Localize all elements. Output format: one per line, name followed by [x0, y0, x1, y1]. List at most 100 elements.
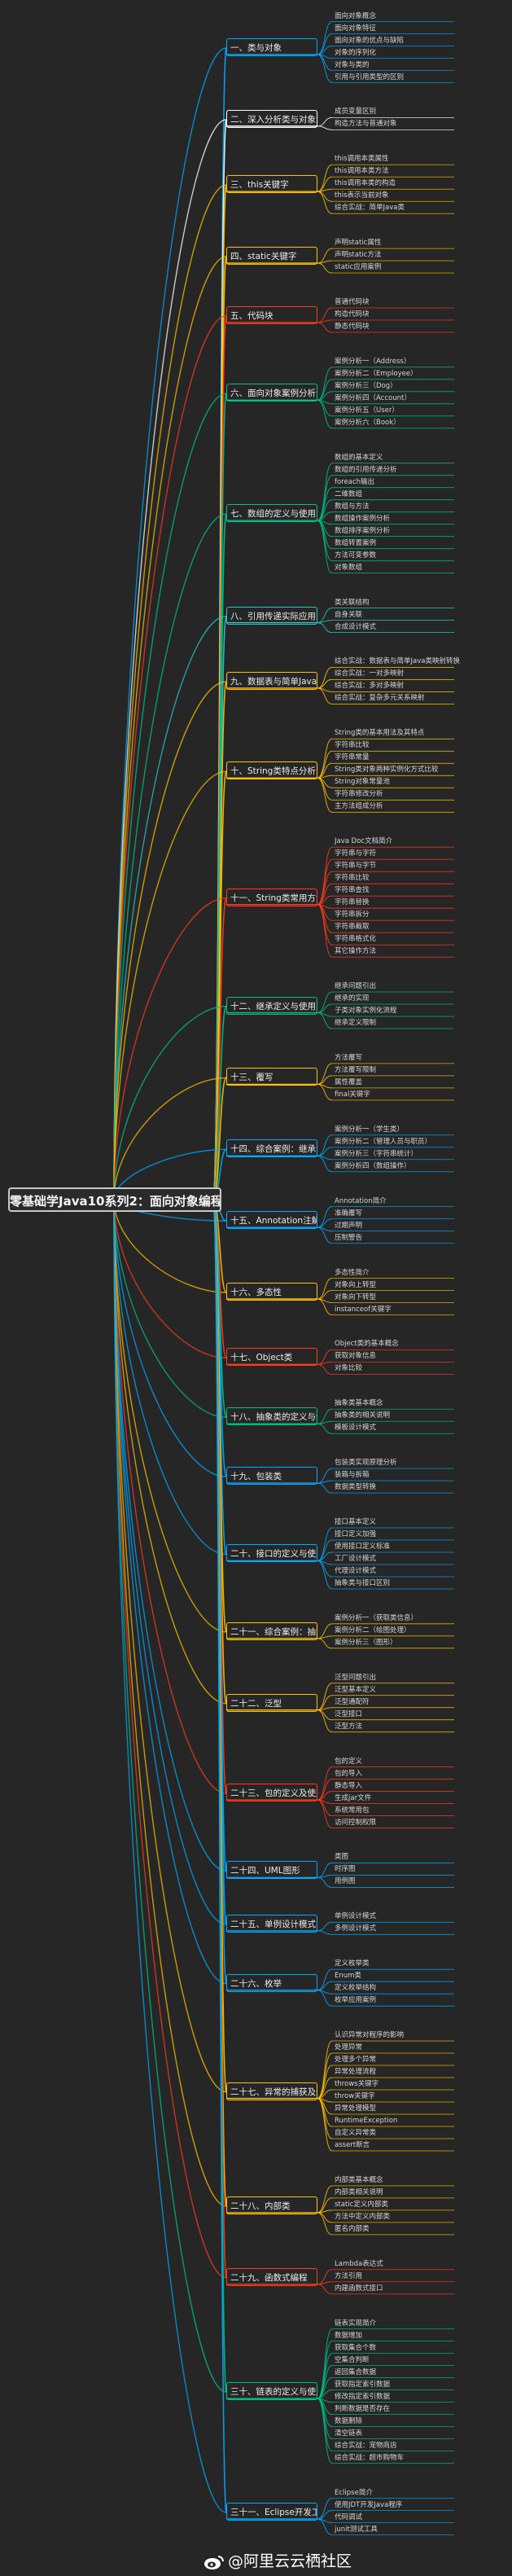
topic-node[interactable]: 二十、接口的定义与使用 [226, 1544, 317, 1563]
leaf-node[interactable]: 内部类相关说明 [335, 2188, 383, 2196]
leaf-node[interactable]: this调用本类的构造 [335, 179, 396, 188]
leaf-node[interactable]: static应用案例 [335, 263, 382, 272]
leaf-node[interactable]: String对象常量池 [335, 778, 390, 787]
leaf-node[interactable]: 代理设计模式 [335, 1566, 377, 1575]
topic-node[interactable]: 十八、抽象类的定义与使用 [226, 1407, 317, 1426]
leaf-node[interactable]: 综合实战：复杂多元关系映射 [335, 694, 425, 703]
leaf-node[interactable]: Java Doc文档简介 [335, 837, 393, 846]
leaf-node[interactable]: 访问控制权限 [335, 1818, 377, 1827]
leaf-node[interactable]: 字符串与字符 [335, 849, 377, 858]
leaf-node[interactable]: 声明static属性 [335, 239, 382, 248]
leaf-node[interactable]: this调用本类属性 [335, 155, 389, 164]
leaf-node[interactable]: 继承定义限制 [335, 1019, 377, 1028]
leaf-node[interactable]: 面向对象的优点与缺陷 [335, 36, 405, 45]
leaf-node[interactable]: 继承问题引出 [335, 982, 377, 991]
leaf-node[interactable]: 综合实战：宠物商店 [335, 2441, 397, 2450]
topic-node[interactable]: 十一、String类常用方法 [226, 888, 317, 906]
leaf-node[interactable]: 包装类实现原理分析 [335, 1459, 397, 1468]
leaf-node[interactable]: 面向对象概念 [335, 11, 377, 20]
leaf-node[interactable]: 数据类型转换 [335, 1483, 377, 1492]
leaf-node[interactable]: foreach输出 [335, 477, 374, 486]
leaf-node[interactable]: 多态性简介 [335, 1268, 370, 1277]
leaf-node[interactable]: 枚举应用案例 [335, 1996, 377, 2005]
leaf-node[interactable]: 主方法组成分析 [335, 802, 383, 811]
leaf-node[interactable]: 引用与引用类型的区别 [335, 72, 405, 81]
root-topic[interactable]: 零基础学Java10系列2：面向对象编程 [8, 1187, 221, 1212]
leaf-node[interactable]: 数组的引用传递分析 [335, 465, 397, 474]
leaf-node[interactable]: 接口定义加强 [335, 1529, 377, 1538]
leaf-node[interactable]: 判断数据是否存在 [335, 2404, 391, 2413]
leaf-node[interactable]: 静态代码块 [335, 322, 370, 331]
leaf-node[interactable]: 综合实战：多对多映射 [335, 682, 405, 691]
leaf-node[interactable]: this表示当前对象 [335, 191, 389, 200]
topic-node[interactable]: 十七、Object类 [226, 1348, 317, 1367]
leaf-node[interactable]: static定义内部类 [335, 2200, 388, 2209]
topic-node[interactable]: 二十七、异常的捕获及处理 [226, 2082, 317, 2100]
leaf-node[interactable]: 成员变量区别 [335, 108, 377, 116]
leaf-node[interactable]: 案例分析六（Book） [335, 418, 400, 427]
topic-node[interactable]: 一、类与对象 [226, 38, 317, 56]
leaf-node[interactable]: 数组的基本定义 [335, 453, 383, 462]
leaf-node[interactable]: 案例分析五（User） [335, 406, 399, 415]
leaf-node[interactable]: 装箱与拆箱 [335, 1471, 370, 1480]
leaf-node[interactable]: 对象的序列化 [335, 48, 377, 57]
topic-node[interactable]: 二十九、函数式编程 [226, 2267, 317, 2286]
leaf-node[interactable]: 返回集合数据 [335, 2368, 377, 2376]
leaf-node[interactable]: 数组转置案例 [335, 538, 377, 547]
leaf-node[interactable]: 方法引用 [335, 2271, 363, 2280]
leaf-node[interactable]: 案例分析一（获取类信息） [335, 1613, 418, 1622]
leaf-node[interactable]: 压制警告 [335, 1233, 363, 1242]
topic-node[interactable]: 十五、Annotation注解 [226, 1211, 317, 1230]
leaf-node[interactable]: 自身关联 [335, 610, 363, 619]
topic-node[interactable]: 八、引用传递实际应用 [226, 606, 317, 625]
leaf-node[interactable]: 修改指定索引数据 [335, 2392, 391, 2401]
leaf-node[interactable]: 案例分析一（Address） [335, 357, 411, 366]
topic-node[interactable]: 二十二、泛型 [226, 1693, 317, 1712]
topic-node[interactable]: 三、this关键字 [226, 175, 317, 194]
leaf-node[interactable]: this调用本类方法 [335, 167, 389, 176]
leaf-node[interactable]: 定义枚举类 [335, 1959, 370, 1968]
leaf-node[interactable]: 面向对象特征 [335, 24, 377, 33]
leaf-node[interactable]: 数组与方法 [335, 502, 370, 511]
leaf-node[interactable]: 案例分析二（管理人员与职员） [335, 1137, 432, 1146]
leaf-node[interactable]: 数据删除 [335, 2416, 363, 2425]
leaf-node[interactable]: String类的基本用法及其特点 [335, 729, 425, 738]
leaf-node[interactable]: 获取集合个数 [335, 2343, 377, 2352]
leaf-node[interactable]: 包的导入 [335, 1769, 363, 1778]
leaf-node[interactable]: 数组排序案例分析 [335, 526, 391, 535]
leaf-node[interactable]: 异常处理流程 [335, 2068, 377, 2077]
topic-node[interactable]: 十四、综合案例：继承分析 [226, 1139, 317, 1158]
leaf-node[interactable]: 综合实战：一对多映射 [335, 669, 405, 678]
leaf-node[interactable]: 定义枚举结构 [335, 1984, 377, 1993]
leaf-node[interactable]: 处理多个异常 [335, 2056, 377, 2065]
leaf-node[interactable]: 抽象类基本概念 [335, 1399, 383, 1408]
leaf-node[interactable]: 过期声明 [335, 1221, 363, 1230]
leaf-node[interactable]: 构造方法与普通对象 [335, 120, 397, 129]
leaf-node[interactable]: 匿名内部类 [335, 2224, 370, 2233]
leaf-node[interactable]: 属性覆盖 [335, 1077, 363, 1086]
topic-node[interactable]: 九、数据表与简单Java类映射转换 [226, 671, 317, 690]
leaf-node[interactable]: 声明static方法 [335, 251, 382, 260]
leaf-node[interactable]: 字符串替换 [335, 898, 370, 907]
leaf-node[interactable]: 处理异常 [335, 2043, 363, 2052]
leaf-node[interactable]: 综合实战：超市购物车 [335, 2453, 405, 2462]
leaf-node[interactable]: 接口基本定义 [335, 1517, 377, 1526]
topic-node[interactable]: 二十六、枚举 [226, 1973, 317, 1992]
leaf-node[interactable]: 空集合判断 [335, 2355, 370, 2364]
leaf-node[interactable]: 使用接口定义标准 [335, 1542, 391, 1551]
leaf-node[interactable]: 泛型接口 [335, 1709, 363, 1718]
leaf-node[interactable]: 方法可变参数 [335, 551, 377, 560]
leaf-node[interactable]: 内部类基本概念 [335, 2175, 383, 2184]
topic-node[interactable]: 二十八、内部类 [226, 2196, 317, 2214]
leaf-node[interactable]: 普通代码块 [335, 297, 370, 306]
topic-node[interactable]: 二十五、单例设计模式 [226, 1914, 317, 1933]
leaf-node[interactable]: 其它操作方法 [335, 947, 377, 956]
topic-node[interactable]: 二、深入分析类与对象 [226, 109, 317, 128]
leaf-node[interactable]: junit测试工具 [335, 2525, 378, 2534]
topic-node[interactable]: 五、代码块 [226, 305, 317, 324]
topic-node[interactable]: 三十、链表的定义与使用 [226, 2382, 317, 2401]
leaf-node[interactable]: 构造代码块 [335, 309, 370, 318]
leaf-node[interactable]: 泛型方法 [335, 1722, 363, 1731]
topic-node[interactable]: 六、面向对象案例分析 [226, 384, 317, 402]
leaf-node[interactable]: Object类的基本概念 [335, 1340, 399, 1349]
